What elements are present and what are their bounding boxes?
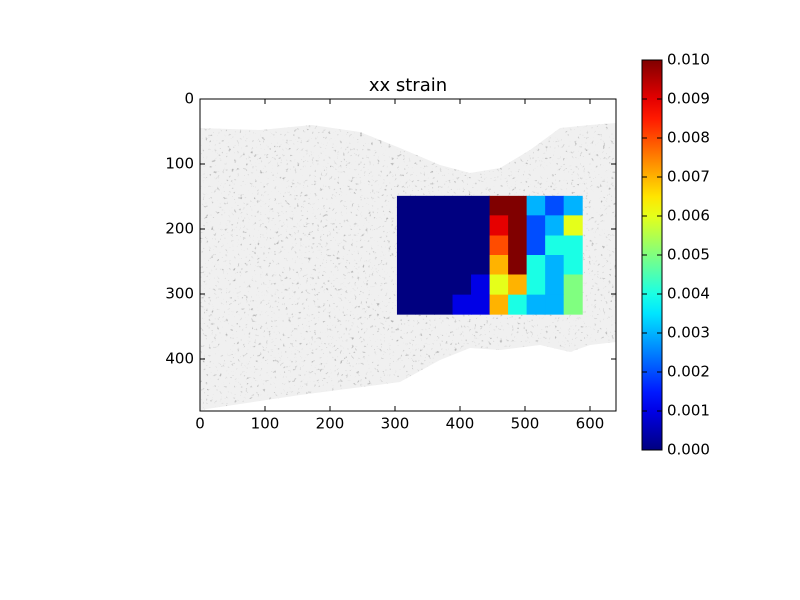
heatmap-cell — [508, 195, 528, 216]
heatmap-cell — [452, 255, 472, 275]
heatmap-cell — [415, 274, 435, 296]
heatmap-cell — [489, 195, 509, 216]
colorbar-tick-label: 0.010 — [667, 51, 710, 69]
heatmap-cell — [396, 215, 416, 236]
chart-title: xx strain — [369, 75, 447, 96]
colorbar-tick-label: 0.003 — [667, 324, 710, 342]
heatmap-cell — [471, 294, 491, 315]
heatmap-cell — [489, 274, 509, 296]
heatmap-cell — [452, 215, 472, 236]
heatmap-cell — [396, 255, 416, 275]
heatmap-cell — [452, 235, 472, 256]
heatmap-cell — [563, 274, 583, 296]
colorbar-tick-label: 0.002 — [667, 363, 710, 381]
heatmap-cell — [471, 215, 491, 236]
heatmap-cell — [434, 255, 454, 275]
x-tick-label: 100 — [251, 415, 280, 433]
heatmap-cell — [434, 294, 454, 315]
heatmap-cell — [563, 235, 583, 256]
heatmap-cell — [415, 294, 435, 315]
heatmap-cell — [396, 235, 416, 256]
colorbar-tick-label: 0.000 — [667, 441, 710, 459]
heatmap-cell — [489, 215, 509, 236]
heatmap-cell — [452, 195, 472, 216]
heatmap-cell — [508, 294, 528, 315]
y-tick-label: 200 — [165, 220, 194, 238]
heatmap-cell — [526, 215, 546, 236]
heatmap-cell — [396, 274, 416, 296]
heatmap-cell — [545, 294, 565, 315]
heatmap-cell — [545, 255, 565, 275]
colorbar-tick-label: 0.006 — [667, 207, 710, 225]
heatmap-cell — [508, 235, 528, 256]
heatmap-cell — [526, 255, 546, 275]
heatmap-cell — [452, 294, 472, 315]
y-tick-label: 400 — [165, 350, 194, 368]
heatmap-cell — [471, 274, 491, 296]
heatmap-cell — [545, 235, 565, 256]
heatmap-cell — [563, 255, 583, 275]
axes-frame — [199, 98, 617, 412]
heatmap-cell — [396, 195, 416, 216]
heatmap-cell — [489, 255, 509, 275]
heatmap-cell — [526, 195, 546, 216]
heatmap-cell — [563, 195, 583, 216]
heatmap-cell — [526, 235, 546, 256]
colorbar-tick-label: 0.008 — [667, 129, 710, 147]
heatmap-cell — [434, 195, 454, 216]
heatmap-cell — [526, 274, 546, 296]
x-tick-label: 600 — [576, 415, 605, 433]
heatmap-cell — [489, 294, 509, 315]
y-tick-label: 300 — [165, 285, 194, 303]
heatmap-cell — [396, 294, 416, 315]
heatmap-cell — [489, 235, 509, 256]
heatmap-cell — [415, 235, 435, 256]
colorbar-tick-label: 0.007 — [667, 168, 710, 186]
heatmap-cell — [471, 195, 491, 216]
colorbar-tick-label: 0.004 — [667, 285, 710, 303]
heatmap-cell — [545, 274, 565, 296]
x-tick-label: 0 — [195, 415, 205, 433]
x-tick-label: 300 — [381, 415, 410, 433]
heatmap-cell — [452, 274, 472, 296]
heatmap-cell — [545, 195, 565, 216]
heatmap-cell — [508, 215, 528, 236]
x-tick-label: 400 — [446, 415, 475, 433]
heatmap-cell — [526, 294, 546, 315]
colorbar-tick-label: 0.001 — [667, 402, 710, 420]
heatmap-cell — [434, 235, 454, 256]
heatmap-cell — [471, 255, 491, 275]
heatmap-cell — [508, 255, 528, 275]
x-tick-label: 200 — [316, 415, 345, 433]
heatmap-cell — [434, 274, 454, 296]
y-tick-label: 100 — [165, 155, 194, 173]
x-tick-label: 500 — [511, 415, 540, 433]
heatmap-cell — [563, 215, 583, 236]
heatmap-cell — [415, 215, 435, 236]
heatmap-cell — [545, 215, 565, 236]
heatmap-cell — [434, 215, 454, 236]
colorbar-tick-label: 0.009 — [667, 90, 710, 108]
heatmap — [396, 195, 583, 315]
heatmap-cell — [415, 255, 435, 275]
heatmap-cell — [415, 195, 435, 216]
heatmap-cell — [508, 274, 528, 296]
heatmap-cell — [471, 235, 491, 256]
y-tick-label: 0 — [184, 90, 194, 108]
colorbar-tick-label: 0.005 — [667, 246, 710, 264]
heatmap-cell — [563, 294, 583, 315]
